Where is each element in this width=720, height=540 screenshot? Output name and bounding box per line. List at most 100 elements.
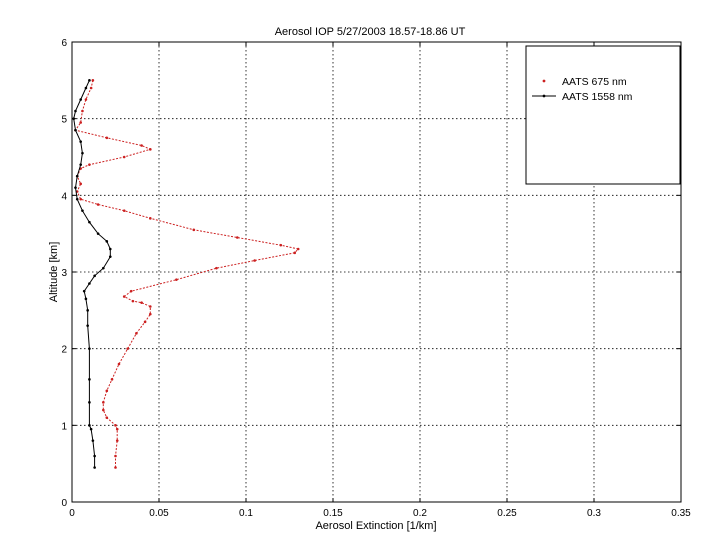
series-1-point [75, 174, 79, 178]
series-0-point [105, 389, 109, 393]
x-tick-label: 0.25 [497, 508, 517, 519]
series-0-point [129, 289, 133, 293]
y-tick-label: 1 [61, 421, 67, 432]
series-1-point [105, 240, 109, 243]
series-1-point [84, 297, 88, 301]
series-0-point [117, 362, 121, 366]
series-0-point [105, 416, 109, 419]
y-tick-label: 6 [61, 38, 67, 49]
y-tick-label: 5 [61, 115, 67, 126]
series-0-point [79, 197, 82, 201]
series-0-point [149, 217, 152, 220]
y-tick-label: 0 [61, 498, 67, 509]
series-1-point [75, 197, 79, 201]
series-1-point [93, 466, 96, 469]
series-1-point [88, 347, 91, 350]
series-0-point [192, 228, 196, 232]
series-0-point [102, 408, 105, 412]
series-0-point [105, 136, 109, 140]
series-1-point [72, 117, 76, 120]
grid [72, 42, 681, 502]
series-0-point [131, 299, 135, 303]
series-1-point [74, 128, 77, 132]
series-0-point [149, 148, 152, 151]
series-1-point [82, 289, 86, 293]
series-0-point [122, 209, 126, 212]
series-0-point [122, 295, 126, 298]
series-0-point [114, 424, 117, 427]
series-1-point [88, 79, 91, 82]
axis-ticks: 0 0.05 0.1 0.15 0.2 0.25 0.3 0.35 0 1 2 3 4 5 6 [61, 38, 691, 519]
series-1-point [88, 282, 91, 285]
series-layer [72, 79, 300, 469]
series-0-point [122, 155, 126, 159]
series-1-point [102, 266, 105, 270]
legend-marker-1 [542, 94, 546, 98]
series-1-point [108, 255, 112, 258]
series-1-point [108, 247, 112, 251]
y-tick-label: 4 [61, 191, 67, 202]
series-0-point [149, 305, 152, 308]
chart-title: Aerosol IOP 5/27/2003 18.57-18.86 UT [275, 26, 466, 38]
series-0-point [149, 312, 152, 316]
series-0-point [115, 427, 119, 431]
legend-label-0: AATS 675 nm [562, 76, 627, 88]
series-0-point [88, 163, 91, 166]
series-0-point [84, 98, 88, 101]
series-0-point [126, 347, 129, 350]
series-0-point [115, 439, 119, 442]
series-1-point [88, 220, 91, 224]
series-1-point [93, 454, 96, 458]
series-1-point [93, 274, 96, 278]
series-1-point [86, 309, 89, 312]
series-0-point [253, 259, 256, 262]
series-0-point [293, 251, 297, 255]
series-1-point [88, 378, 91, 381]
y-tick-label: 3 [61, 268, 67, 279]
series-1-point [79, 140, 82, 143]
series-0-point [135, 332, 138, 335]
series-0-point [114, 454, 117, 458]
x-axis-label: Aerosol Extinction [1/km] [315, 520, 436, 532]
series-0-point [102, 401, 105, 404]
x-tick-label: 0.35 [671, 508, 691, 519]
series-0-point [89, 86, 93, 90]
series-1-point [96, 232, 100, 235]
series-1-point [88, 401, 91, 404]
series-1-point [74, 109, 77, 113]
legend: AATS 675 nm AATS 1558 nm [525, 45, 681, 185]
x-tick-label: 0.3 [587, 508, 601, 519]
series-1-point [84, 86, 88, 90]
y-tick-label: 2 [61, 345, 67, 356]
series-0-point [81, 109, 84, 113]
x-tick-label: 0.2 [413, 508, 427, 519]
series-1-point [74, 186, 77, 189]
series-0-point [143, 320, 147, 324]
series-0-point [279, 243, 283, 247]
series-0-point [215, 266, 218, 270]
series-1-point [86, 324, 89, 327]
x-tick-label: 0.05 [149, 508, 169, 519]
series-1-point [91, 439, 95, 442]
series-1-point [88, 424, 91, 427]
series-0-point [140, 301, 143, 304]
series-1-point [89, 427, 93, 431]
series-0-point [79, 182, 82, 186]
series-0-point [110, 378, 114, 381]
legend-marker-0 [542, 79, 546, 83]
x-tick-label: 0.15 [323, 508, 343, 519]
legend-box [525, 45, 681, 185]
series-0-point [114, 466, 117, 469]
series-1-point [79, 98, 82, 101]
series-0-point [236, 236, 239, 239]
x-tick-label: 0.1 [239, 508, 253, 519]
series-0-point [96, 203, 100, 206]
series-0-point [140, 144, 143, 147]
series-0-point [91, 79, 95, 82]
series-0-point [79, 121, 82, 124]
series-1-point [81, 209, 84, 212]
series-1-point [79, 163, 82, 166]
series-0-point [175, 278, 178, 281]
legend-label-1: AATS 1558 nm [562, 91, 633, 103]
